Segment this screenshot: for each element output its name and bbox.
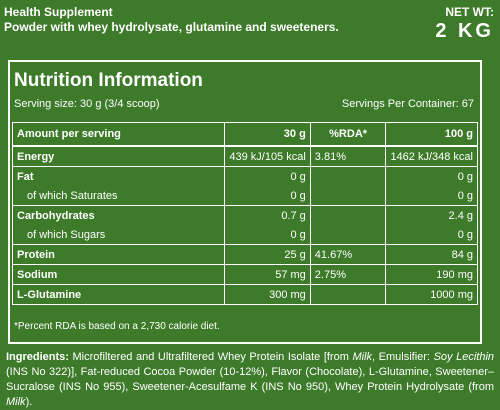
per-serving-value: 57 mg	[224, 264, 311, 285]
per-100g-value: 190 mg	[385, 264, 478, 285]
header-100g: 100 g	[385, 122, 478, 147]
per-serving-value: 300 mg	[224, 284, 311, 305]
table-row-sodium: Sodium 57 mg 2.75% 190 mg	[11, 264, 478, 285]
nutrition-title: Nutrition Information	[14, 70, 203, 91]
nutrition-table: Amount per serving 30 g %RDA* 100 g Ener…	[11, 122, 478, 305]
product-description: Health Supplement Powder with whey hydro…	[4, 5, 339, 35]
table-row-l-glutamine: L-Glutamine 300 mg 1000 mg	[11, 284, 478, 305]
allergen-milk-2: Milk	[6, 396, 26, 408]
nutrient-name: of which Sugars	[11, 225, 226, 245]
per-serving-value: 0 g	[224, 166, 311, 186]
ingredients-part-3: (INS No 322)], Fat-reduced Cocoa Powder …	[6, 366, 494, 393]
description-line-1: Health Supplement	[4, 5, 113, 19]
per-serving-value: 0 g	[224, 186, 311, 206]
net-weight-value: 2 KG	[435, 20, 494, 42]
per-100g-value: 84 g	[385, 244, 478, 265]
per-100g-value: 0 g	[385, 225, 478, 245]
rda-value	[309, 284, 387, 305]
header-30g: 30 g	[224, 122, 311, 147]
rda-value	[309, 186, 387, 206]
table-row-carbohydrates: Carbohydrates 0.7 g 2.4 g	[11, 205, 478, 225]
per-serving-value: 0 g	[224, 225, 311, 245]
per-100g-value: 2.4 g	[385, 205, 478, 225]
nutrient-name: Fat	[11, 166, 226, 186]
ingredients-part-1: Microfiltered and Ultrafiltered Whey Pro…	[68, 351, 353, 363]
ingredients-part-2: , Emulsifier:	[372, 351, 434, 363]
rda-value	[309, 205, 387, 225]
rda-value	[309, 225, 387, 245]
per-serving-value: 439 kJ/105 kcal	[224, 145, 311, 167]
per-serving-value: 0.7 g	[224, 205, 311, 225]
nutrient-name: Protein	[11, 244, 226, 265]
per-serving-value: 25 g	[224, 244, 311, 265]
table-row-protein: Protein 25 g 41.67% 84 g	[11, 244, 478, 265]
rda-value: 41.67%	[309, 244, 387, 265]
servings-per-container: Servings Per Container: 67	[341, 98, 474, 110]
rda-footnote: *Percent RDA is based on a 2,730 calorie…	[14, 321, 220, 332]
table-row-sugars: of which Sugars 0 g 0 g	[11, 225, 478, 245]
nutrient-name: Carbohydrates	[11, 205, 226, 225]
header-rda: %RDA*	[309, 122, 387, 147]
nutrient-name: Energy	[11, 145, 226, 167]
net-weight-label: NET WT:	[445, 5, 494, 19]
header-amount-per-serving: Amount per serving	[11, 122, 226, 147]
rda-value: 2.75%	[309, 264, 387, 285]
nutrient-name: Sodium	[11, 264, 226, 285]
table-row-saturates: of which Saturates 0 g 0 g	[11, 186, 478, 206]
table-row-fat: Fat 0 g 0 g	[11, 166, 478, 186]
per-100g-value: 1000 mg	[385, 284, 478, 305]
per-100g-value: 1462 kJ/348 kcal	[385, 145, 478, 167]
rda-value: 3.81%	[309, 145, 387, 167]
net-weight: NET WT: 2 KG	[435, 5, 494, 42]
table-row-energy: Energy 439 kJ/105 kcal 3.81% 1462 kJ/348…	[11, 145, 478, 167]
nutrient-name: L-Glutamine	[11, 284, 226, 305]
description-line-2: Powder with whey hydrolysate, glutamine …	[4, 20, 339, 34]
ingredients-label: Ingredients:	[6, 351, 69, 363]
ingredients-text: Ingredients: Microfiltered and Ultrafilt…	[6, 350, 494, 410]
table-header-row: Amount per serving 30 g %RDA* 100 g	[11, 122, 478, 147]
allergen-soy-lecithin: Soy Lecithin	[433, 351, 495, 363]
ingredients-part-4: ).	[25, 396, 33, 408]
per-100g-value: 0 g	[385, 186, 478, 206]
allergen-milk: Milk	[352, 351, 373, 363]
per-100g-value: 0 g	[385, 166, 478, 186]
rda-value	[309, 166, 387, 186]
nutrient-name: of which Saturates	[11, 186, 226, 206]
serving-size: Serving size: 30 g (3/4 scoop)	[14, 98, 160, 110]
nutrition-panel: Nutrition Information Serving size: 30 g…	[8, 60, 482, 344]
